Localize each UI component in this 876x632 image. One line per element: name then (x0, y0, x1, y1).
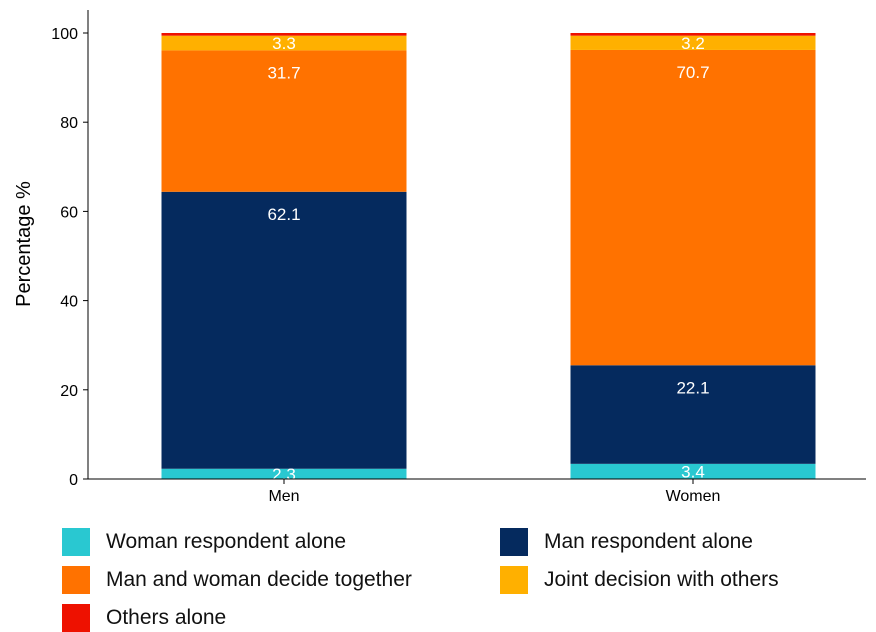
bar-segment-man-and-woman-decide-together (570, 49, 816, 366)
data-label: 70.7 (676, 63, 709, 82)
legend-item-others-alone: Others alone (62, 604, 226, 632)
x-category-label: Men (268, 488, 299, 505)
x-category-labels: Men Women (268, 479, 720, 505)
legend-label: Others alone (106, 606, 227, 629)
bar-segment-man-and-woman-decide-together (161, 50, 407, 192)
legend-label: Woman respondent alone (106, 530, 347, 553)
legend-label: Joint decision with others (544, 568, 779, 591)
bar-segment-others-alone (161, 33, 407, 36)
data-label: 31.7 (267, 63, 300, 82)
legend-item-joint-decision-with-others: Joint decision with others (500, 566, 779, 594)
y-axis-title: Percentage % (13, 181, 35, 307)
bar-segment-woman-respondent-alone (161, 468, 407, 479)
legend-swatch-woman-respondent-alone (62, 528, 90, 556)
legend-swatch-man-respondent-alone (500, 528, 528, 556)
y-tick-label: 20 (60, 383, 78, 400)
bar-segment-joint-decision-with-others (161, 35, 407, 51)
data-label: 22.1 (676, 378, 709, 397)
bar-segment-others-alone (570, 33, 816, 36)
bar-segment-joint-decision-with-others (570, 35, 816, 50)
legend-item-man-and-woman-decide-together: Man and woman decide together (62, 566, 412, 594)
bar-segment-man-respondent-alone (570, 365, 816, 464)
legend-swatch-joint-decision-with-others (500, 566, 528, 594)
legend-label: Man and woman decide together (106, 568, 412, 591)
bars-layer (161, 33, 816, 479)
data-label: 3.3 (272, 34, 296, 53)
y-tick-label: 100 (51, 26, 78, 43)
legend-item-man-respondent-alone: Man respondent alone (500, 528, 753, 556)
legend-item-woman-respondent-alone: Woman respondent alone (62, 528, 346, 556)
stacked-bar-chart: 2.362.131.73.33.422.170.73.2 02040608010… (13, 10, 866, 505)
data-label: 62.1 (267, 205, 300, 224)
legend-swatch-others-alone (62, 604, 90, 632)
legend-label: Man respondent alone (544, 530, 753, 553)
y-tick-label: 60 (60, 204, 78, 221)
bar-segment-woman-respondent-alone (570, 463, 816, 479)
y-tick-label: 0 (69, 472, 78, 489)
data-label: 3.4 (681, 462, 705, 481)
y-tick-label: 80 (60, 115, 78, 132)
data-label: 3.2 (681, 34, 705, 53)
y-tick-label: 40 (60, 294, 78, 311)
bar-segment-man-respondent-alone (161, 191, 407, 469)
x-category-label: Women (666, 488, 721, 505)
legend-swatch-man-and-woman-decide-together (62, 566, 90, 594)
y-ticks: 0 20 40 60 80 100 (51, 26, 88, 489)
